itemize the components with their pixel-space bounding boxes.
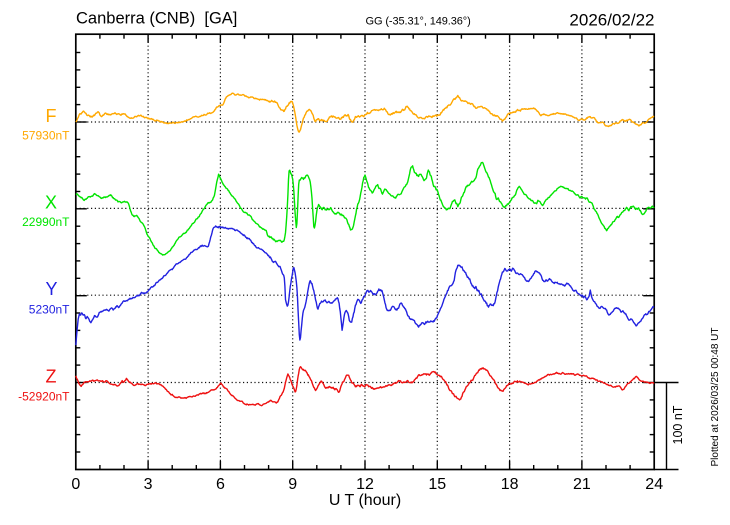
svg-text:X: X (45, 193, 57, 213)
svg-text:Canberra (CNB) [GA]: Canberra (CNB) [GA] (76, 10, 237, 28)
svg-text:9: 9 (288, 476, 297, 493)
svg-text:6: 6 (216, 476, 225, 493)
svg-text:Y: Y (45, 279, 57, 299)
svg-text:Z: Z (46, 367, 57, 387)
svg-text:12: 12 (356, 476, 374, 493)
svg-text:15: 15 (428, 476, 446, 493)
svg-text:2026/02/22: 2026/02/22 (569, 11, 654, 30)
svg-text:57930nT: 57930nT (22, 129, 70, 143)
svg-text:U T (hour): U T (hour) (329, 492, 401, 509)
svg-text:Plotted at 2026/03/25 00:48 UT: Plotted at 2026/03/25 00:48 UT (710, 328, 721, 467)
svg-text:5230nT: 5230nT (29, 303, 70, 317)
svg-text:22990nT: 22990nT (22, 215, 70, 229)
svg-text:21: 21 (573, 476, 591, 493)
svg-text:-52920nT: -52920nT (18, 390, 70, 404)
svg-text:3: 3 (144, 476, 153, 493)
svg-text:0: 0 (71, 476, 80, 493)
svg-text:100 nT: 100 nT (671, 405, 685, 444)
svg-text:24: 24 (645, 476, 663, 493)
svg-text:18: 18 (501, 476, 519, 493)
svg-text:GG (-35.31°, 149.36°): GG (-35.31°, 149.36°) (366, 16, 471, 28)
svg-text:F: F (46, 106, 57, 126)
